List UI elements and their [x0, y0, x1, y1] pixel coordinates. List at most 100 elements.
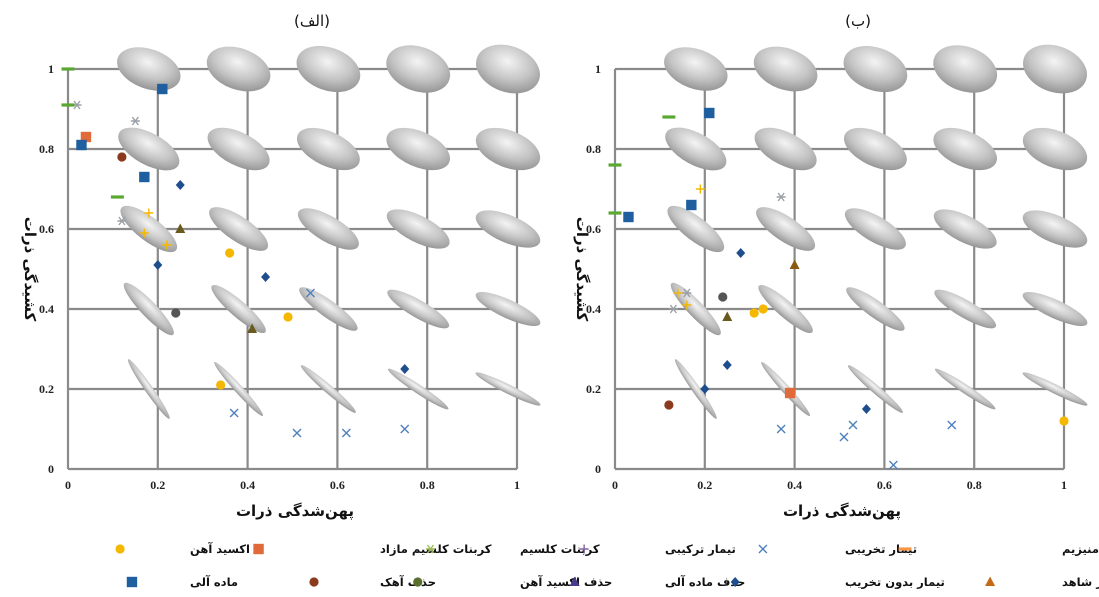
y-tick-label: 0.6	[39, 222, 54, 236]
chart-panel-1: 0 0.2 0.4 0.6 0.8 1 0 0.2 0.4 0.6 0.8 1 (الف) پهن‌شدگ…	[21, 12, 541, 521]
point-caco3	[668, 304, 678, 314]
legend-marker	[758, 544, 768, 554]
legend-label: کربنات کلسیم مازاد	[380, 542, 492, 556]
point-combined	[162, 240, 172, 250]
particle-shape	[297, 208, 359, 250]
particle-shape	[933, 209, 997, 249]
particle-shape	[117, 47, 181, 91]
point-lime_removed	[117, 152, 127, 162]
x-tick-label: 0	[65, 478, 71, 492]
particle-shape	[1022, 372, 1088, 406]
y-tick-label: 0.2	[586, 382, 601, 396]
point-iron_oxide	[758, 304, 768, 314]
point-ca_mg	[608, 211, 622, 215]
x-tick-label: 0.4	[240, 478, 255, 492]
particle-shape	[756, 207, 816, 251]
y-axis-label: کشیدگی ذرات	[573, 217, 591, 322]
particle-shape	[674, 359, 717, 419]
particle-shape	[844, 208, 906, 250]
particle-shape	[207, 127, 270, 171]
legend-item-control: تیمار شاهد	[985, 575, 1099, 589]
particle-shape	[934, 368, 996, 410]
legend-item-nondestructive: تیمار بدون تخریب	[730, 575, 945, 590]
point-caco3	[130, 116, 140, 126]
point-combined	[695, 184, 705, 194]
point-caco3	[117, 216, 127, 226]
particle-shape	[758, 284, 813, 334]
point-combined	[144, 208, 154, 218]
point-ca_mg	[61, 103, 75, 107]
legend-item-free_caco3: کربنات کلسیم مازاد	[253, 542, 492, 556]
y-axis-label: کشیدگی ذرات	[21, 217, 39, 322]
legend-item-ca_mg: کاتیونهای کلسیم و منیزیم	[898, 542, 1099, 557]
x-tick-label: 0	[612, 478, 618, 492]
particle-shape	[664, 47, 728, 91]
y-tick-label: 0.8	[39, 142, 54, 156]
y-tick-label: 0.6	[586, 222, 601, 236]
legend-item-iron_oxide_removed: حذف اکسید آهن	[413, 575, 612, 589]
point-organic_removed	[175, 223, 186, 233]
point-caco3	[776, 192, 786, 202]
particle-shape	[209, 207, 269, 251]
x-tick-label: 0.6	[877, 478, 892, 492]
particle-shape	[670, 282, 721, 336]
point-iron_oxide	[283, 312, 293, 322]
legend-item-organic_removed: حذف ماده آلی	[569, 575, 745, 589]
point-iron_oxide_removed	[171, 308, 181, 318]
legend-marker	[253, 543, 264, 555]
particle-shape	[1022, 210, 1088, 248]
particle-shape	[475, 291, 541, 327]
point-nondestructive	[700, 384, 710, 394]
point-nondestructive	[153, 260, 163, 270]
legend-item-organic: ماده آلی	[126, 575, 238, 589]
particle-shape	[843, 127, 907, 171]
point-nondestructive	[400, 364, 410, 374]
point-destructive	[776, 424, 786, 434]
legend-item-caco3: کربنات کلسیم	[425, 542, 600, 556]
legend-marker	[579, 544, 589, 554]
y-tick-label: 0	[595, 462, 601, 476]
x-tick-label: 0.8	[967, 478, 982, 492]
legend-label: حذف اکسید آهن	[520, 575, 612, 589]
point-nondestructive	[175, 180, 185, 190]
point-ca_mg	[61, 67, 75, 71]
particle-shape	[387, 289, 450, 329]
point-nondestructive	[736, 248, 746, 258]
particle-shape	[123, 282, 174, 336]
particle-shape	[475, 127, 541, 171]
particle-shape	[1022, 127, 1088, 171]
x-tick-label: 0.2	[150, 478, 165, 492]
point-organic	[76, 139, 87, 151]
shape-illustrations	[664, 44, 1088, 419]
point-control	[789, 259, 800, 269]
point-organic_removed	[722, 311, 733, 321]
y-tick-label: 0.4	[39, 302, 54, 316]
legend-item-destructive: تیمار تخریبی	[758, 542, 917, 556]
legend-item-iron_oxide: اکسید آهن	[115, 542, 250, 556]
panel-title: (الف)	[294, 12, 330, 30]
point-iron_oxide	[216, 380, 226, 390]
legend-label: تیمار ترکیبی	[665, 542, 736, 556]
legend-marker	[425, 544, 435, 554]
shape-illustrations	[117, 44, 541, 419]
panel-title: (ب)	[845, 12, 871, 30]
y-tick-label: 0.4	[586, 302, 601, 316]
point-destructive	[888, 460, 898, 470]
legend: اکسید آهن کربنات کلسیم مازاد کربنات کلسیم ت…	[115, 542, 1099, 590]
point-destructive	[400, 424, 410, 434]
particle-shape	[933, 45, 998, 93]
legend-label: ماده آلی	[190, 575, 238, 589]
legend-label: کربنات کلسیم	[520, 542, 600, 556]
particle-shape	[296, 45, 361, 93]
particle-shape	[386, 209, 450, 249]
legend-marker	[730, 577, 740, 587]
legend-marker	[126, 576, 138, 588]
particle-shape	[214, 361, 264, 417]
particle-shape	[120, 205, 178, 253]
particle-shape	[387, 368, 449, 410]
data-points	[61, 67, 410, 438]
point-combined	[682, 300, 692, 310]
point-ca_mg	[662, 115, 676, 119]
particle-shape	[847, 365, 903, 413]
point-combined	[673, 288, 683, 298]
